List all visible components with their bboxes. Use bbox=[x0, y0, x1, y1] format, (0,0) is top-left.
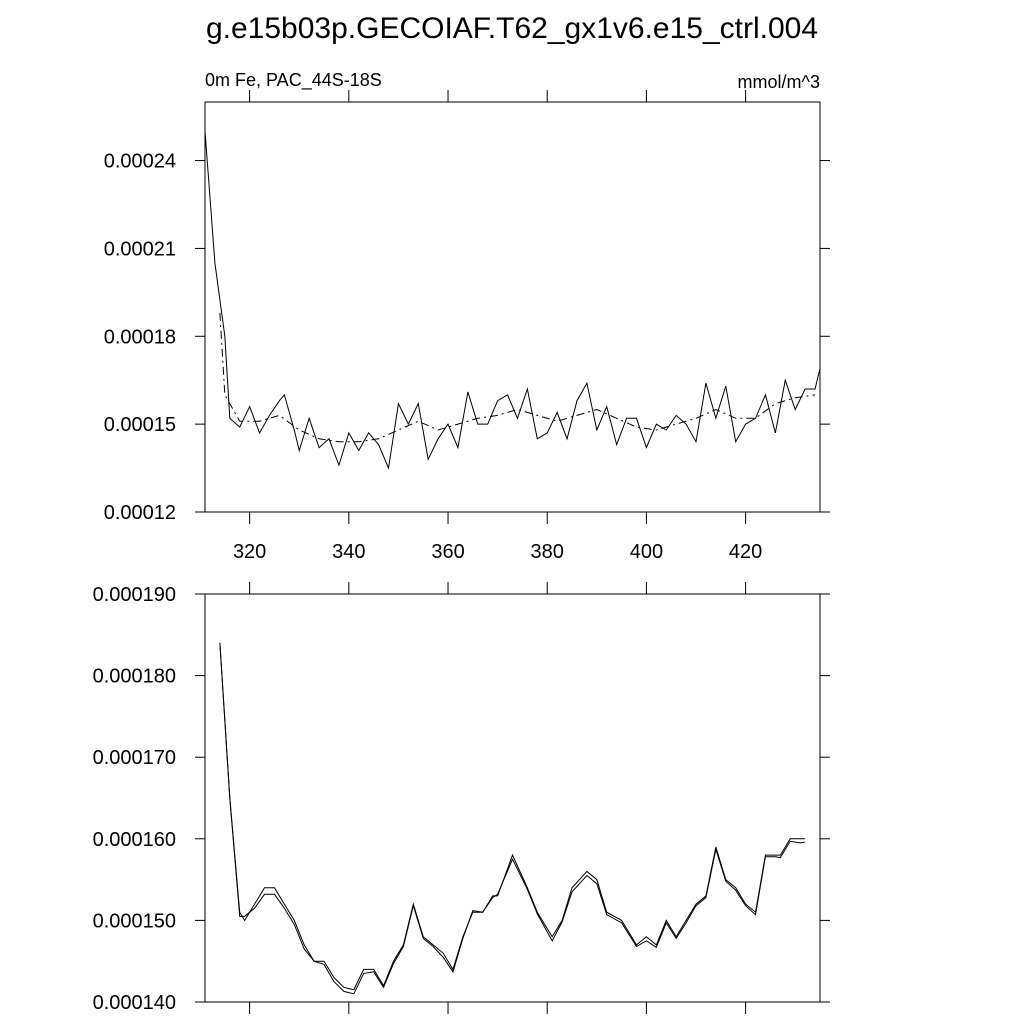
y-tick-label: 0.00012 bbox=[104, 502, 176, 524]
x-tick-label: 360 bbox=[431, 541, 464, 563]
x-tick-label: 320 bbox=[233, 541, 266, 563]
left-string: 0m Fe, PAC_44S-18S bbox=[205, 70, 382, 91]
data-line bbox=[219, 642, 806, 991]
y-tick-label: 0.00024 bbox=[104, 151, 176, 173]
plot-frame bbox=[204, 101, 821, 513]
y-tick-label: 0.000190 bbox=[93, 584, 176, 606]
y-tick-label: 0.000170 bbox=[93, 747, 176, 769]
plot-frame bbox=[204, 593, 821, 1003]
data-line bbox=[219, 312, 816, 443]
x-tick-label: 420 bbox=[729, 541, 762, 563]
data-line bbox=[219, 642, 806, 995]
y-tick-label: 0.00018 bbox=[104, 326, 176, 348]
y-tick-label: 0.000150 bbox=[93, 910, 176, 932]
x-tick-label: 340 bbox=[332, 541, 365, 563]
data-line bbox=[204, 131, 821, 470]
x-tick-label: 400 bbox=[630, 541, 663, 563]
y-tick-label: 0.00015 bbox=[104, 414, 176, 436]
x-tick-label: 380 bbox=[531, 541, 564, 563]
y-tick-label: 0.000180 bbox=[93, 666, 176, 688]
y-tick-label: 0.000160 bbox=[93, 829, 176, 851]
chart-title: g.e15b03p.GECOIAF.T62_gx1v6.e15_ctrl.004 bbox=[206, 12, 818, 45]
right-string: mmol/m^3 bbox=[738, 72, 820, 92]
y-tick-label: 0.00021 bbox=[104, 238, 176, 260]
y-tick-label: 0.000140 bbox=[93, 992, 176, 1014]
